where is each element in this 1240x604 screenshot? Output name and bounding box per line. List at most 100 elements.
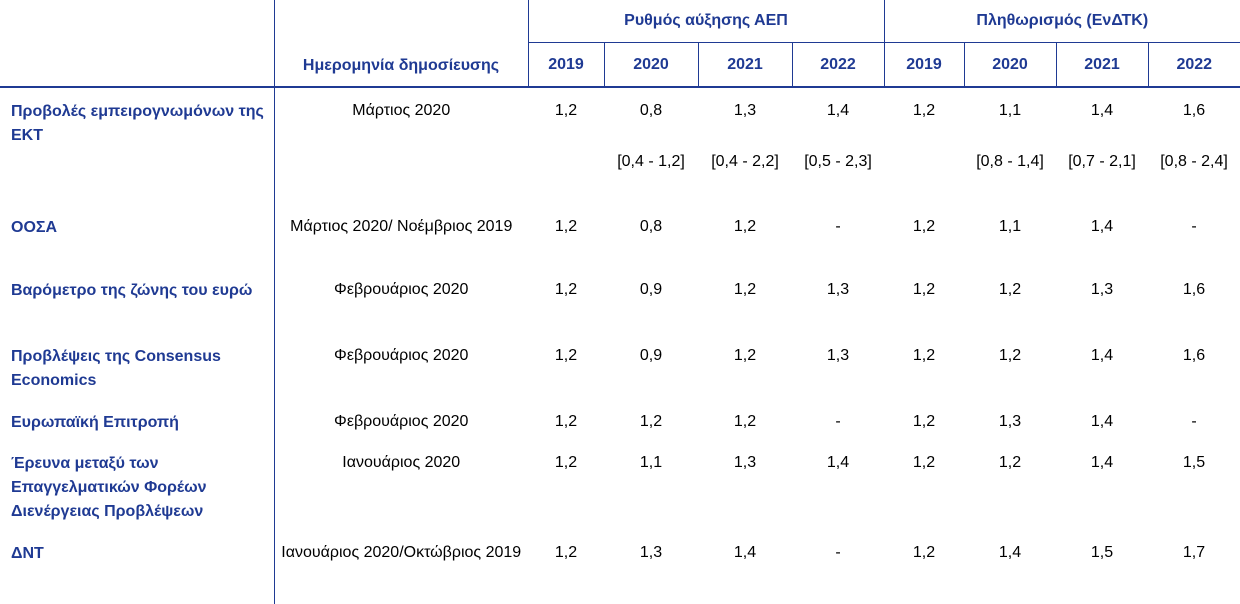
publication-date: Μάρτιος 2020/ Νοέμβριος 2019 (273, 204, 528, 267)
gdp-year-header: 2021 (697, 42, 792, 88)
gdp-year-header: 2020 (603, 42, 698, 88)
gdp-value: 1,2 (554, 454, 578, 471)
table-row: Βαρόμετρο της ζώνης του ευρώ Φεβρουάριος… (0, 267, 1240, 333)
inflation-year-header: 2019 (883, 42, 964, 88)
gdp-value: 0,8 (639, 218, 663, 235)
gdp-value: 1,2 (733, 281, 757, 298)
gdp-year-header: 2019 (527, 42, 604, 88)
inflation-value: 1,2 (912, 347, 936, 364)
inflation-value: 1,4 (1090, 454, 1114, 471)
gdp-value: - (835, 413, 841, 430)
inflation-value: 1,1 (998, 218, 1022, 235)
table-row: ΔΝΤ Ιανουάριος 2020/Οκτώβριος 2019 1,2 1… (0, 530, 1240, 604)
inflation-value: 1,2 (912, 218, 936, 235)
inflation-value: 1,4 (1090, 347, 1114, 364)
gdp-value: 1,2 (733, 413, 757, 430)
publication-date (273, 150, 528, 204)
header-group-row: Ρυθμός αύξησης ΑΕΠ Πληθωρισμός (ΕνΔΤΚ) (0, 0, 1240, 43)
gdp-value: 0,9 (639, 281, 663, 298)
gdp-value: 1,2 (733, 347, 757, 364)
gdp-value: 1,3 (826, 281, 850, 298)
gdp-value: 0,9 (639, 347, 663, 364)
header-year-row: Ημερομηνία δημοσίευσης 2019 2020 2021 20… (0, 42, 1240, 88)
publication-date: Μάρτιος 2020 (273, 87, 528, 150)
inflation-year-header: 2020 (963, 42, 1056, 88)
table-row: ΟΟΣΑ Μάρτιος 2020/ Νοέμβριος 2019 1,2 0,… (0, 204, 1240, 267)
inflation-value: 1,2 (998, 281, 1022, 298)
inflation-value: 1,4 (1090, 413, 1114, 430)
table-row: Προβολές εμπειρογνωμόνων της ΕΚΤ Μάρτιος… (0, 87, 1240, 150)
gdp-value: 1,4 (826, 102, 850, 119)
inflation-value: 1,6 (1182, 347, 1206, 364)
inflation-value: 1,5 (1090, 544, 1114, 561)
forecast-source: Βαρόμετρο της ζώνης του ευρώ (11, 282, 253, 299)
gdp-range: [0,5 - 2,3] (804, 153, 872, 170)
publication-date-header: Ημερομηνία δημοσίευσης (273, 42, 528, 88)
gdp-value: 1,2 (733, 218, 757, 235)
inflation-value: 1,4 (1090, 218, 1114, 235)
table-row-ranges: [0,4 - 1,2] [0,4 - 2,2] [0,5 - 2,3] [0,8… (0, 150, 1240, 204)
gdp-value: 1,4 (733, 544, 757, 561)
inflation-value: - (1191, 413, 1197, 430)
gdp-value: 1,3 (733, 102, 757, 119)
publication-date: Ιανουάριος 2020/Οκτώβριος 2019 (273, 530, 528, 604)
gdp-range: [0,4 - 2,2] (711, 153, 779, 170)
inflation-value: 1,2 (912, 454, 936, 471)
inflation-value: 1,2 (998, 347, 1022, 364)
gdp-value: 1,4 (826, 454, 850, 471)
gdp-range: [0,4 - 1,2] (617, 153, 685, 170)
inflation-value: 1,2 (912, 281, 936, 298)
inflation-value: 1,7 (1182, 544, 1206, 561)
publication-date: Φεβρουάριος 2020 (273, 399, 528, 440)
table-row: Ευρωπαϊκή Επιτροπή Φεβρουάριος 2020 1,2 … (0, 399, 1240, 440)
gdp-value: 0,8 (639, 102, 663, 119)
gdp-value: - (835, 544, 841, 561)
inflation-range: [0,8 - 2,4] (1160, 153, 1228, 170)
gdp-year-header: 2022 (791, 42, 884, 88)
gdp-value: - (835, 218, 841, 235)
forecast-source: Προβλέψεις της Consensus Economics (11, 348, 221, 389)
inflation-year-header: 2021 (1055, 42, 1148, 88)
inflation-value: 1,5 (1182, 454, 1206, 471)
inflation-value: 1,6 (1182, 102, 1206, 119)
gdp-value: 1,2 (554, 413, 578, 430)
gdp-value: 1,2 (554, 218, 578, 235)
inflation-value: 1,2 (912, 544, 936, 561)
header-blank-cell (0, 0, 274, 43)
gdp-value: 1,3 (733, 454, 757, 471)
inflation-value: 1,1 (998, 102, 1022, 119)
inflation-value: - (1191, 218, 1197, 235)
publication-date: Ιανουάριος 2020 (273, 440, 528, 530)
publication-date: Φεβρουάριος 2020 (273, 333, 528, 399)
forecast-source (0, 150, 274, 204)
inflation-value: 1,2 (998, 454, 1022, 471)
forecast-source: ΔΝΤ (11, 545, 44, 562)
inflation-value: 1,3 (998, 413, 1022, 430)
gdp-value: 1,2 (639, 413, 663, 430)
publication-date: Φεβρουάριος 2020 (273, 267, 528, 333)
inflation-value: 1,2 (912, 102, 936, 119)
gdp-value: 1,3 (826, 347, 850, 364)
forecast-source: Προβολές εμπειρογνωμόνων της ΕΚΤ (11, 103, 264, 144)
gdp-range (528, 150, 604, 204)
inflation-value: 1,2 (912, 413, 936, 430)
inflation-value: 1,4 (1090, 102, 1114, 119)
inflation-value: 1,3 (1090, 281, 1114, 298)
inflation-value: 1,4 (998, 544, 1022, 561)
gdp-group-header: Ρυθμός αύξησης ΑΕΠ (527, 0, 884, 43)
table-row: Προβλέψεις της Consensus Economics Φεβρο… (0, 333, 1240, 399)
header-date-spacer (273, 0, 528, 43)
table-row: Έρευνα μεταξύ των Επαγγελματικών Φορέων … (0, 440, 1240, 530)
inflation-range: [0,8 - 1,4] (976, 153, 1044, 170)
header-source-cell (0, 42, 274, 88)
forecast-source: ΟΟΣΑ (11, 219, 58, 236)
inflation-year-header: 2022 (1147, 42, 1240, 88)
forecast-source: Έρευνα μεταξύ των Επαγγελματικών Φορέων … (11, 455, 207, 520)
gdp-value: 1,2 (554, 347, 578, 364)
gdp-value: 1,1 (639, 454, 663, 471)
inflation-range (884, 150, 964, 204)
gdp-value: 1,2 (554, 281, 578, 298)
gdp-value: 1,3 (639, 544, 663, 561)
inflation-value: 1,6 (1182, 281, 1206, 298)
